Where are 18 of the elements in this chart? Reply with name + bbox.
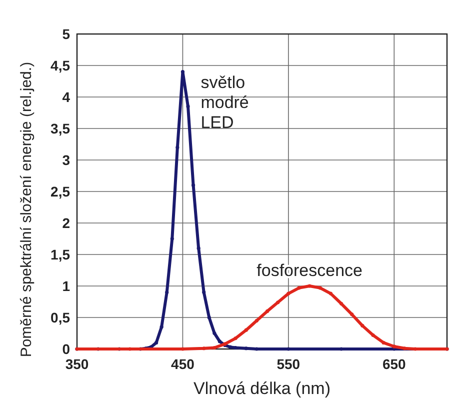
y-tick-label: 0 [62,340,70,357]
y-tick-label: 2,5 [50,183,70,200]
x-tick-label: 350 [65,356,89,372]
y-axis-title: Poměrné spektrální složení energie (rel.jed.) [18,62,35,358]
series-label: světlo modré LED [200,72,249,132]
y-tick-label: 3 [62,152,70,168]
y-tick-label: 4 [62,88,70,105]
y-tick-label: 2 [62,214,70,231]
x-tick-label: 650 [382,356,406,372]
y-tick-label: 4,5 [50,57,70,74]
y-tick-label: 1 [62,278,70,294]
y-tick-label: 5 [62,26,70,42]
x-tick-label: 450 [171,356,195,372]
x-tick-label: 550 [276,356,300,372]
y-tick-label: 0,5 [50,309,70,326]
y-tick-label: 3,5 [50,120,70,136]
x-axis-title: Vlnová délka (nm) [193,379,331,398]
y-tick-label: 1,5 [50,246,70,262]
